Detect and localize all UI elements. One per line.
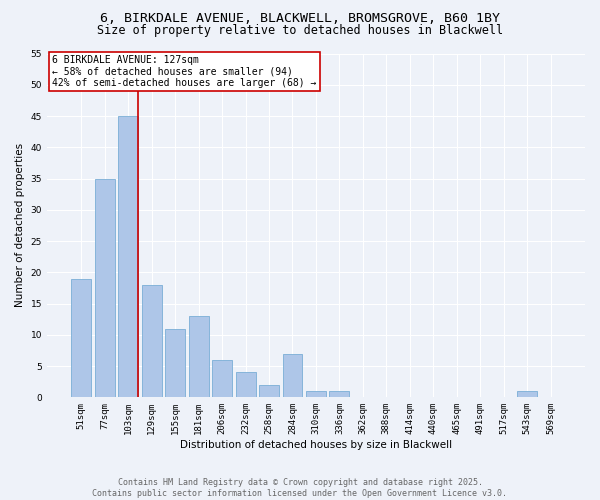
Bar bbox=[118, 116, 138, 398]
Bar bbox=[517, 391, 537, 398]
Text: Size of property relative to detached houses in Blackwell: Size of property relative to detached ho… bbox=[97, 24, 503, 37]
Text: 6 BIRKDALE AVENUE: 127sqm
← 58% of detached houses are smaller (94)
42% of semi-: 6 BIRKDALE AVENUE: 127sqm ← 58% of detac… bbox=[52, 55, 317, 88]
Text: 6, BIRKDALE AVENUE, BLACKWELL, BROMSGROVE, B60 1BY: 6, BIRKDALE AVENUE, BLACKWELL, BROMSGROV… bbox=[100, 12, 500, 26]
Bar bbox=[212, 360, 232, 398]
Bar bbox=[283, 354, 302, 398]
Bar bbox=[329, 391, 349, 398]
Bar bbox=[236, 372, 256, 398]
Bar bbox=[259, 385, 279, 398]
Bar bbox=[95, 178, 115, 398]
Y-axis label: Number of detached properties: Number of detached properties bbox=[15, 144, 25, 308]
X-axis label: Distribution of detached houses by size in Blackwell: Distribution of detached houses by size … bbox=[180, 440, 452, 450]
Bar bbox=[188, 316, 209, 398]
Text: Contains HM Land Registry data © Crown copyright and database right 2025.
Contai: Contains HM Land Registry data © Crown c… bbox=[92, 478, 508, 498]
Bar bbox=[306, 391, 326, 398]
Bar bbox=[71, 278, 91, 398]
Bar bbox=[142, 285, 162, 398]
Bar bbox=[165, 328, 185, 398]
